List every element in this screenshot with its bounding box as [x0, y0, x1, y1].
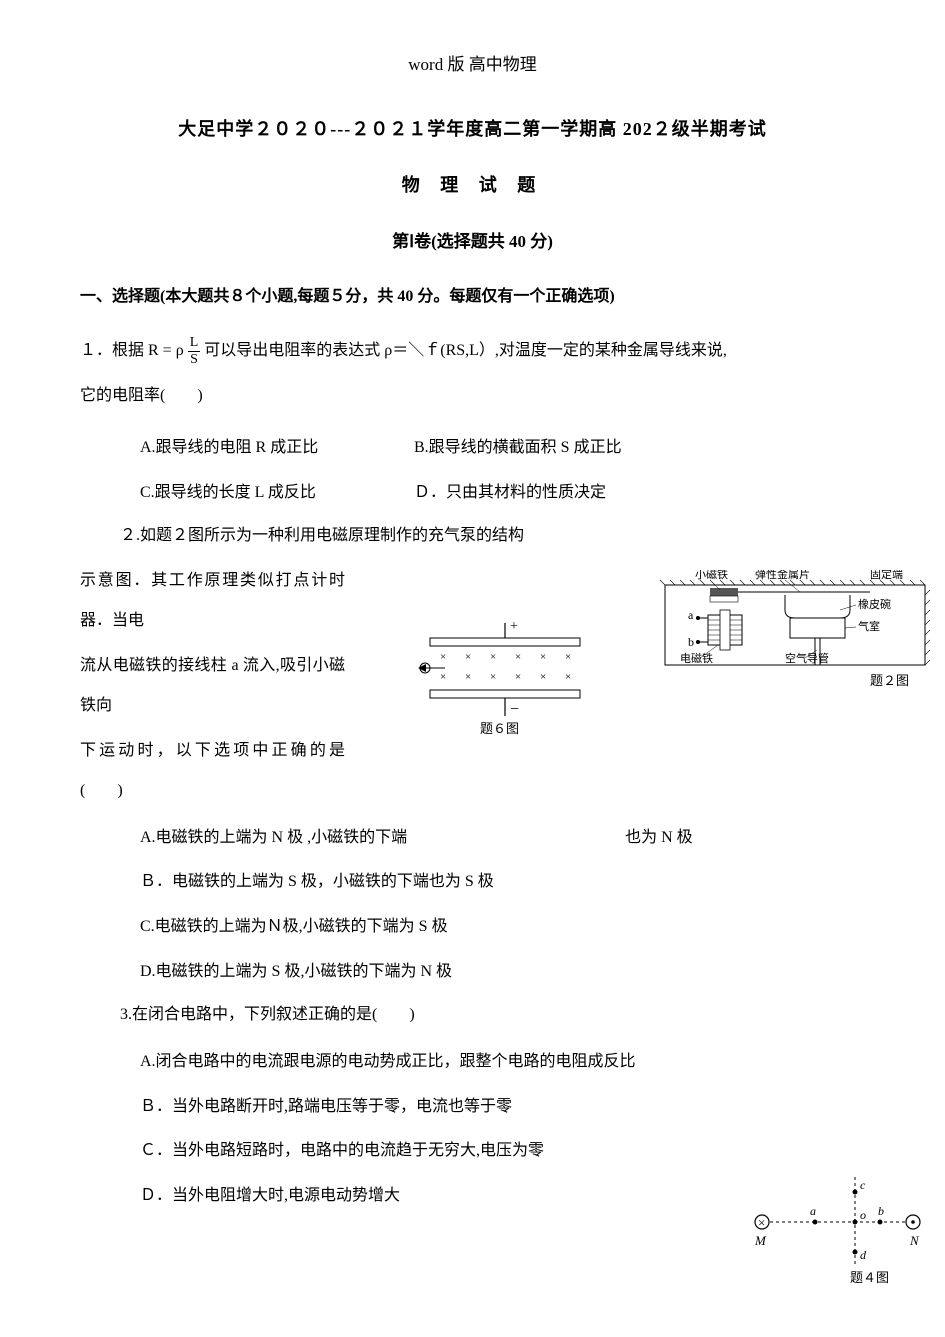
svg-text:×: × — [515, 671, 521, 683]
label-o: o — [860, 1208, 866, 1222]
svg-text:×: × — [465, 651, 471, 663]
label-air-tube: 空气导管 — [785, 651, 829, 665]
fig-q2-caption: 题２图 — [870, 673, 909, 688]
svg-text:×: × — [565, 671, 571, 683]
frac-denominator: S — [188, 352, 201, 367]
question-1: １．根据 R = ρ L S 可以导出电阻率的表达式 ρ＝＼ｆ(RS,L）,对温… — [80, 331, 865, 371]
label-d: d — [860, 1248, 867, 1262]
q1-suffix: 它的电阻率( ) — [80, 376, 865, 416]
q2-optA-post: 也为 N 极 — [625, 829, 693, 846]
svg-text:−: − — [510, 701, 519, 718]
label-air-chamber: 气室 — [858, 619, 880, 633]
svg-text:×: × — [540, 651, 546, 663]
q2-optC: C.电磁铁的上端为Ｎ极,小磁铁的下端为 S 极 — [80, 905, 865, 950]
q2-optA: A.电磁铁的上端为 N 极 ,小磁铁的下端 也为 N 极 — [80, 816, 865, 861]
label-a: a — [688, 608, 694, 622]
q1-mid: 可以导出电阻率的表达式 ρ＝＼ｆ(RS,L）,对温度一定的某种金属导线来说, — [204, 342, 727, 359]
q2-optA-pre: A.电磁铁的上端为 N 极 ,小磁铁的下端 — [140, 829, 407, 846]
label-c: c — [860, 1178, 866, 1192]
label-rubber-bowl: 橡皮碗 — [858, 597, 891, 611]
q1-prefix: １．根据 R = ρ — [80, 342, 184, 359]
svg-text:×: × — [440, 651, 446, 663]
figure-q2: a b 小磁铁 弹性金属片 固定端 橡皮碗 气室 电磁铁 空气导管 题２图 — [640, 570, 930, 700]
q3-optA: A.闭合电路中的电流跟电源的电动势成正比，跟整个电路的电阻成反比 — [80, 1040, 865, 1085]
fig-q6-caption: 题６图 — [480, 721, 519, 736]
question-3: 3.在闭合电路中，下列叙述正确的是( ) — [80, 995, 865, 1035]
label-N: N — [909, 1233, 920, 1248]
label-a: a — [810, 1204, 816, 1218]
svg-text:×: × — [758, 1215, 765, 1230]
label-electromagnet: 电磁铁 — [680, 652, 713, 665]
svg-text:×: × — [515, 651, 521, 663]
header-label: word 版 高中物理 — [80, 50, 865, 75]
label-M: M — [754, 1233, 767, 1248]
label-metal-strip: 弹性金属片 — [755, 570, 810, 581]
air-pump-diagram-icon: a b 小磁铁 弹性金属片 固定端 橡皮碗 气室 电磁铁 空气导管 题２图 — [640, 570, 930, 700]
q1-options-row1: A.跟导线的电阻 R 成正比 B.跟导线的横截面积 S 成正比 — [80, 426, 865, 471]
label-b: b — [688, 635, 694, 649]
q1-options-row2: C.跟导线的长度 L 成反比 Ｄ．只由其材料的性质决定 — [80, 471, 865, 516]
label-b: b — [878, 1204, 884, 1218]
magnetic-field-diagram-icon: × M N a b c d o 题４图 — [750, 1167, 925, 1287]
svg-text:×: × — [440, 671, 446, 683]
figure-q6: + − × × × × × × × × × × × × 题６图 — [410, 618, 600, 738]
fraction-icon: L S — [188, 335, 201, 367]
q1-optA: A.跟导线的电阻 R 成正比 — [140, 426, 410, 471]
figure-q4: × M N a b c d o 题４图 — [750, 1167, 925, 1287]
exam-title: 大足中学２０２０---２０２１学年度高二第一学期高 202２级半期考试 — [80, 115, 865, 141]
label-small-magnet: 小磁铁 — [695, 570, 728, 581]
svg-text:×: × — [465, 671, 471, 683]
svg-text:×: × — [565, 651, 571, 663]
section-title: 第Ⅰ卷(选择题共 40 分) — [80, 227, 865, 252]
exam-subtitle: 物 理 试 题 — [80, 171, 865, 197]
capacitor-diagram-icon: + − × × × × × × × × × × × × 题６图 — [410, 618, 600, 738]
q3-optB: Ｂ．当外电路断开时,路端电压等于零，电流也等于零 — [80, 1085, 865, 1130]
svg-text:×: × — [490, 671, 496, 683]
svg-text:+: + — [510, 619, 518, 634]
svg-text:×: × — [540, 671, 546, 683]
q2-optD: D.电磁铁的上端为 S 极,小磁铁的下端为 N 极 — [80, 950, 865, 995]
q2-optB: Ｂ．电磁铁的上端为 S 极，小磁铁的下端也为 S 极 — [80, 860, 865, 905]
question-2-line1: ２.如题２图所示为一种利用电磁原理制作的充气泵的结构 — [80, 516, 865, 556]
q1-optD: Ｄ．只由其材料的性质决定 — [414, 471, 684, 516]
svg-text:×: × — [490, 651, 496, 663]
main-section-heading: 一、选择题(本大题共８个小题,每题５分，共 40 分。每题仅有一个正确选项) — [80, 282, 865, 306]
q3-optC: Ｃ．当外电路短路时，电路中的电流趋于无穷大,电压为零 — [80, 1129, 865, 1174]
frac-numerator: L — [188, 335, 201, 351]
question-2-line4: 下运动时，以下选项中正确的是( ) — [80, 731, 865, 811]
q1-optC: C.跟导线的长度 L 成反比 — [140, 471, 410, 516]
q3-optD: Ｄ．当外电阻增大时,电源电动势增大 — [80, 1174, 865, 1219]
q1-optB: B.跟导线的横截面积 S 成正比 — [414, 426, 684, 471]
fig-q4-caption: 题４图 — [850, 1270, 889, 1285]
label-fixed-end: 固定端 — [870, 570, 903, 581]
